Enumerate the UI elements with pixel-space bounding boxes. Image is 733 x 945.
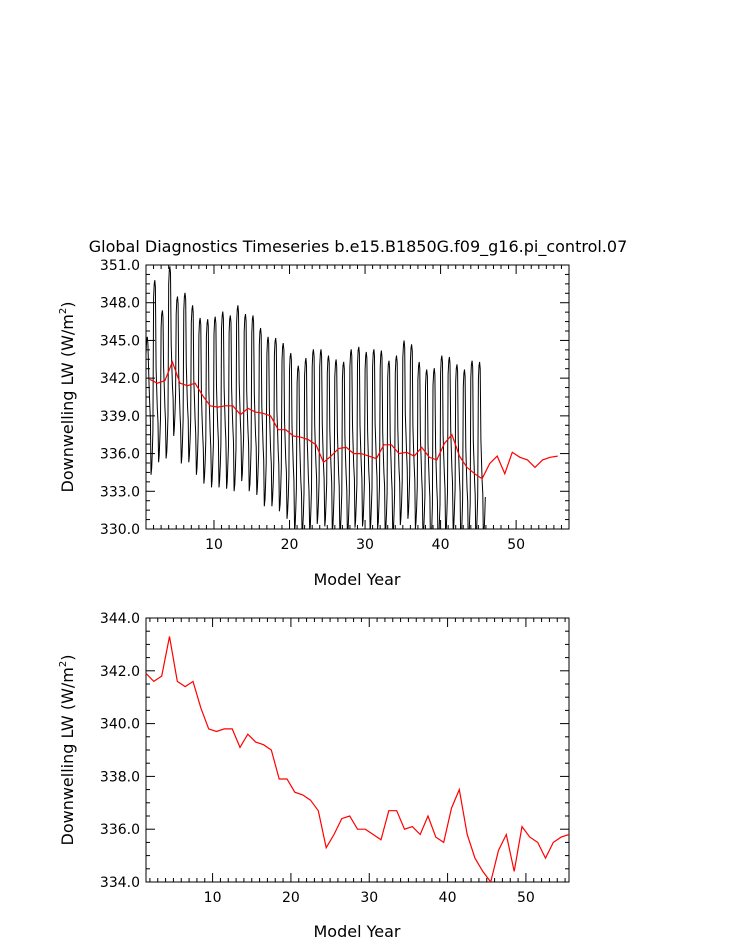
- bottom-chart-y-axis-label-end: ): [58, 655, 77, 661]
- top-chart-annual-series-line: [149, 360, 558, 480]
- bottom-chart-x-tick-label: 40: [439, 890, 457, 906]
- top-chart-x-tick-label: 30: [356, 537, 374, 553]
- bottom-chart-y-tick-label: 340.0: [100, 717, 140, 733]
- chart-title: Global Diagnostics Timeseries b.e15.B185…: [89, 237, 628, 257]
- top-chart-y-tick-label: 333.0: [100, 484, 140, 500]
- top-chart-y-tick-label: 345.0: [100, 333, 140, 349]
- bottom-chart-x-tick-label: 30: [360, 890, 378, 906]
- bottom-chart-x-tick-label: 20: [282, 890, 300, 906]
- top-chart-y-axis-label-end: ): [58, 302, 77, 308]
- top-chart-series: [146, 266, 558, 529]
- bottom-chart-y-axis-label-main: Downwelling LW (W/m: [58, 667, 77, 845]
- top-chart-x-axis-label: Model Year: [314, 570, 401, 589]
- top-chart-x-tick-label: 20: [281, 537, 299, 553]
- bottom-chart-y-tick-label: 338.0: [100, 769, 140, 785]
- top-chart-y-tick-label: 342.0: [100, 371, 140, 387]
- top-chart-monthly-series-line: [146, 266, 486, 529]
- bottom-chart-y-tick-label: 334.0: [100, 875, 140, 891]
- bottom-chart-ticks: [146, 617, 569, 883]
- top-chart-y-axis-label-main: Downwelling LW (W/m: [58, 314, 77, 492]
- bottom-chart-x-tick-labels: 10 20 30 40 50: [204, 890, 535, 906]
- top-chart-y-axis-label-sup: 2: [58, 308, 69, 314]
- top-chart: 10 20 30 40 50 330.0 333.0 336.0 339.0 342.0 345.…: [58, 258, 570, 589]
- bottom-chart-x-tick-label: 10: [204, 890, 222, 906]
- bottom-chart-frame: [145, 617, 570, 883]
- bottom-chart: 10 20 30 40 50 334.0 336.0 338.0 340.0 342.0 344.…: [58, 611, 570, 941]
- top-chart-x-tick-labels: 10 20 30 40 50: [205, 537, 525, 553]
- top-chart-x-tick-label: 50: [507, 537, 525, 553]
- top-chart-y-tick-label: 351.0: [100, 258, 140, 274]
- top-chart-ticks: [145, 264, 570, 530]
- top-chart-x-tick-label: 10: [205, 537, 223, 553]
- bottom-chart-y-tick-label: 342.0: [100, 664, 140, 680]
- bottom-chart-x-axis-label: Model Year: [314, 922, 401, 941]
- bottom-chart-x-tick-label: 50: [517, 890, 535, 906]
- top-chart-y-tick-label: 336.0: [100, 447, 140, 463]
- top-chart-y-tick-label: 348.0: [100, 296, 140, 312]
- top-chart-y-tick-label: 330.0: [100, 522, 140, 538]
- bottom-chart-y-tick-labels: 334.0 336.0 338.0 340.0 342.0 344.0: [100, 611, 140, 891]
- bottom-chart-y-axis-label: Downwelling LW (W/m2): [58, 655, 77, 846]
- bottom-chart-y-tick-label: 336.0: [100, 822, 140, 838]
- bottom-chart-series: [146, 636, 569, 882]
- bottom-chart-y-axis-label-sup: 2: [58, 661, 69, 667]
- bottom-chart-annual-series-line: [146, 636, 569, 882]
- top-chart-x-tick-label: 40: [432, 537, 450, 553]
- top-chart-y-tick-labels: 330.0 333.0 336.0 339.0 342.0 345.0 348.0 351.0: [100, 258, 140, 538]
- top-chart-y-tick-label: 339.0: [100, 409, 140, 425]
- bottom-chart-y-tick-label: 344.0: [100, 611, 140, 627]
- top-chart-y-axis-label: Downwelling LW (W/m2): [58, 302, 77, 493]
